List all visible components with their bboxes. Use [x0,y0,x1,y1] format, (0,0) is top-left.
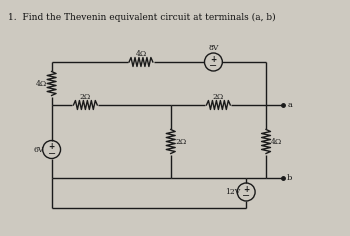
Text: +: + [49,142,55,151]
Text: 1.  Find the Thevenin equivalent circuit at terminals (a, b): 1. Find the Thevenin equivalent circuit … [8,13,275,22]
Text: −: − [242,191,250,201]
Text: 4Ω: 4Ω [135,50,147,58]
Text: 4Ω: 4Ω [36,80,47,88]
Text: 6V: 6V [34,146,44,153]
Text: 8V: 8V [208,44,219,52]
Text: b: b [287,174,293,182]
Text: +: + [210,55,217,63]
Text: +: + [243,185,249,194]
Text: 2Ω: 2Ω [175,138,186,146]
Text: 12V: 12V [225,188,240,196]
Text: −: − [209,61,217,71]
Text: 2Ω: 2Ω [213,93,224,101]
Text: −: − [48,148,56,159]
Text: a: a [287,101,292,109]
Text: 2Ω: 2Ω [80,93,91,101]
Text: 4Ω: 4Ω [270,138,282,146]
